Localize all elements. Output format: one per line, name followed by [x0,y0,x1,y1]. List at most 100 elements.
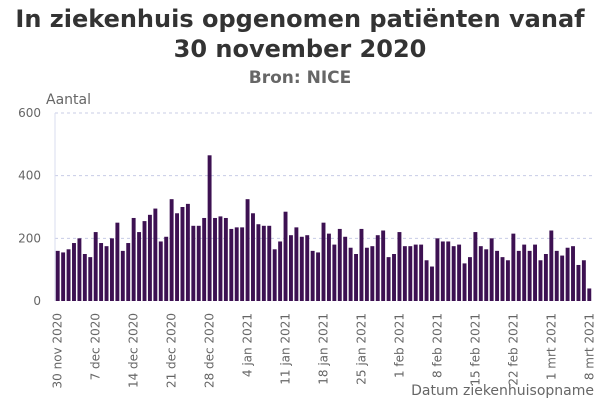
y-tick-label: 200 [18,231,41,245]
bar [180,207,185,301]
y-tick-label: 0 [33,294,41,308]
bar [88,257,93,301]
bar [408,246,413,301]
x-tick-label: 8 mrt 2021 [582,313,596,380]
bar [386,257,391,301]
bar [538,260,543,301]
bar [251,213,255,301]
bar [169,199,174,301]
bar [462,263,467,301]
bar [202,217,207,301]
bar [256,224,261,301]
bar [484,249,489,301]
bar [451,246,456,301]
bar [55,250,60,301]
bar [473,232,478,301]
bar [72,243,76,301]
x-tick-label: 15 feb 2021 [468,313,482,386]
bar [196,225,201,301]
bar [164,236,169,301]
bar [543,254,548,301]
bar [218,216,223,301]
bar [147,214,152,301]
bar [278,241,283,301]
bar [516,250,521,301]
bar [77,238,82,301]
bar [419,244,424,301]
bar [267,225,272,301]
bar [137,232,142,301]
x-tick-label: 4 jan 2021 [241,313,255,377]
bar [424,260,429,301]
bar [229,228,234,301]
bar [261,225,266,301]
x-tick-label: 28 dec 2020 [203,313,217,388]
bar [370,246,375,301]
bar [283,211,288,301]
bar [500,257,505,301]
bar [440,241,445,301]
x-tick-label: 8 feb 2021 [430,313,444,378]
x-axis-label: Datum ziekenhuisopname [411,383,594,399]
bar [272,249,277,301]
bar [82,254,87,301]
x-tick-label: 22 feb 2021 [506,313,520,386]
bar [234,227,239,301]
bar [468,257,472,301]
bar [489,238,494,301]
bar [381,230,386,301]
bar [99,243,104,301]
bar [446,241,451,301]
x-tick-label: 14 dec 2020 [127,313,141,388]
bar [305,235,310,301]
bar [207,155,212,301]
chart-title: In ziekenhuis opgenomen patiënten vanaf … [15,5,585,63]
bar [337,228,342,301]
y-tick-label: 400 [18,169,41,183]
chart-subtitle: Bron: NICE [248,68,352,88]
bar [533,244,537,301]
bar [397,232,402,301]
bar [245,199,250,301]
bar [213,217,217,301]
bar [326,233,331,301]
bar [375,235,380,301]
bar [505,260,510,301]
bar [359,228,364,301]
bar [185,203,190,301]
bar [110,238,114,301]
bar [478,246,483,301]
bar [348,247,353,301]
bar [153,208,158,301]
bar [571,246,575,301]
bar [565,247,570,301]
bar [511,233,516,301]
x-tick-label: 11 jan 2021 [279,313,293,385]
x-axis-ticks: 30 nov 2020 7 dec 2020 14 dec 2020 21 dec 2… [51,313,597,389]
x-tick-label: 30 nov 2020 [51,313,65,389]
bar [93,232,98,301]
bar [104,246,109,301]
bar [413,244,418,301]
bar [131,217,136,301]
x-tick-label: 25 jan 2021 [354,313,368,385]
y-axis-ticks: 0 200 400 600 [18,106,41,308]
bar [402,246,407,301]
bar [66,249,71,301]
bar [560,255,565,301]
bar [343,236,348,301]
bar [191,225,196,301]
bar [576,264,581,301]
x-tick-label: 7 dec 2020 [89,313,103,380]
bar [158,241,163,301]
y-tick-label: 600 [18,106,41,120]
grid-layer [54,112,592,301]
bar [522,244,527,301]
y-axis-label: Aantal [46,92,91,108]
bar [310,250,315,301]
bar [316,252,321,301]
bar [294,227,299,301]
bar [240,227,245,301]
bar [223,217,228,301]
